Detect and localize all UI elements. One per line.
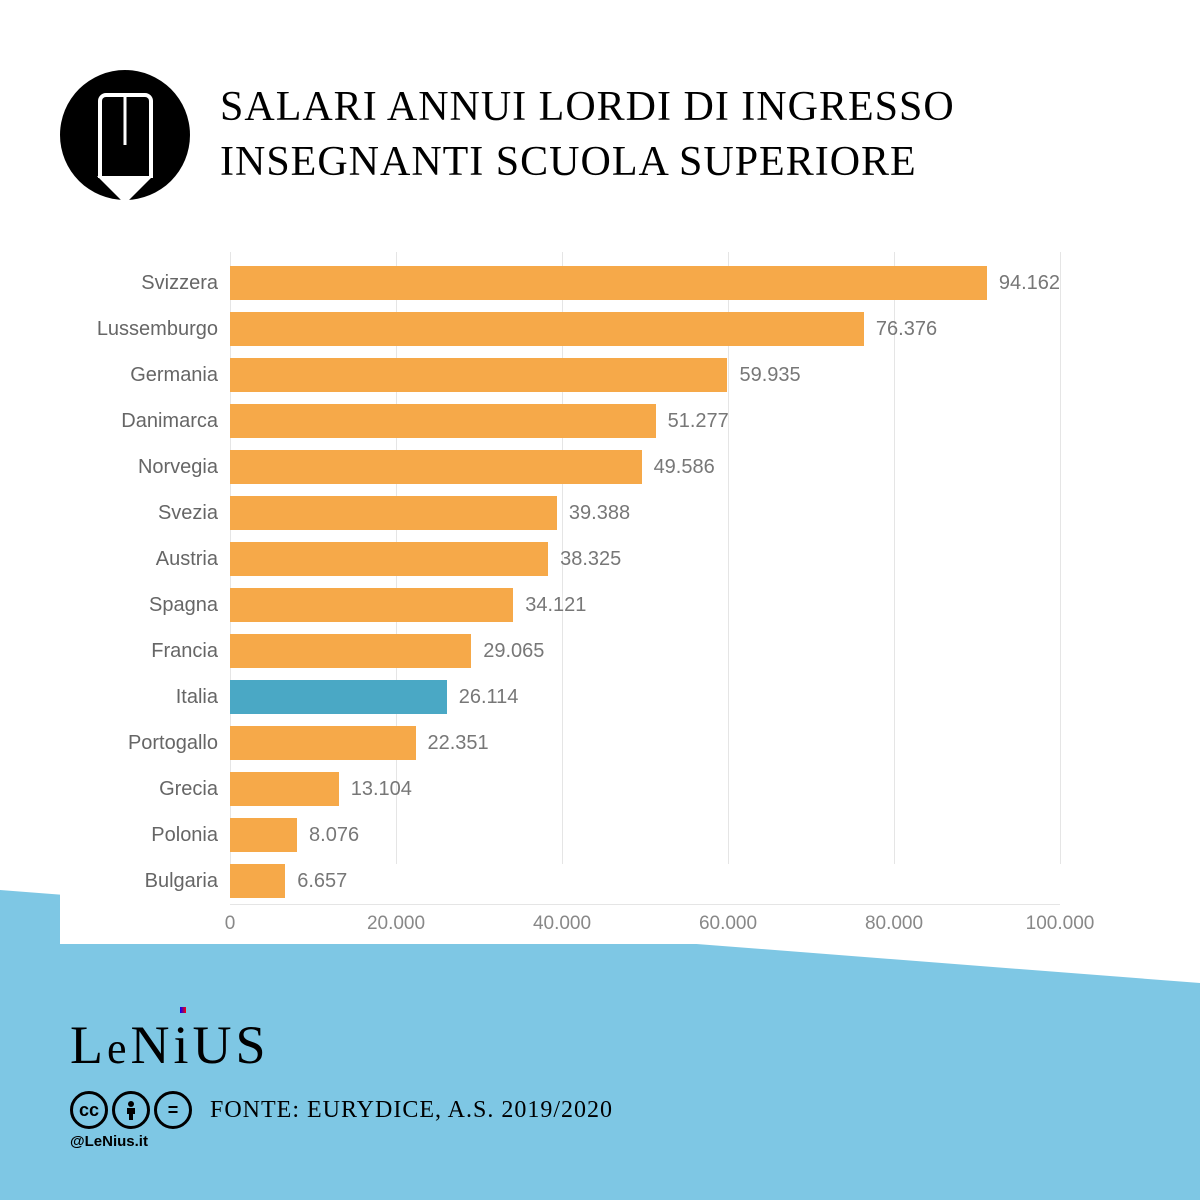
bar-row: Francia29.065 bbox=[230, 628, 1060, 674]
y-axis-label: Francia bbox=[78, 640, 218, 663]
y-axis-label: Spagna bbox=[78, 594, 218, 617]
y-axis-label: Italia bbox=[78, 686, 218, 709]
bar-row: Bulgaria6.657 bbox=[230, 858, 1060, 904]
bar-row: Danimarca51.277 bbox=[230, 398, 1060, 444]
bar-row: Grecia13.104 bbox=[230, 766, 1060, 812]
bar-value: 51.277 bbox=[668, 410, 729, 433]
by-icon bbox=[112, 1091, 150, 1129]
bar-row: Norvegia49.586 bbox=[230, 444, 1060, 490]
bar bbox=[230, 864, 285, 898]
page-title: SALARI ANNUI LORDI DI INGRESSO INSEGNANT… bbox=[220, 80, 955, 189]
gridline bbox=[1060, 252, 1061, 864]
bar-row: Italia26.114 bbox=[230, 674, 1060, 720]
bar-value: 29.065 bbox=[483, 640, 544, 663]
bar bbox=[230, 496, 557, 530]
x-axis-tick: 20.000 bbox=[367, 913, 425, 935]
y-axis-label: Svizzera bbox=[78, 272, 218, 295]
brand-logo: LeNiUS bbox=[70, 1014, 613, 1076]
bar bbox=[230, 772, 339, 806]
bar-value: 13.104 bbox=[351, 778, 412, 801]
bar-value: 49.586 bbox=[654, 456, 715, 479]
bar-row: Polonia8.076 bbox=[230, 812, 1060, 858]
bar-track: 39.388 bbox=[230, 490, 1060, 536]
y-axis-label: Bulgaria bbox=[78, 870, 218, 893]
x-axis-tick: 40.000 bbox=[533, 913, 591, 935]
bar-track: 26.114 bbox=[230, 674, 1060, 720]
x-axis: 020.00040.00060.00080.000100.000 bbox=[230, 904, 1060, 944]
bar-row: Austria38.325 bbox=[230, 536, 1060, 582]
y-axis-label: Norvegia bbox=[78, 456, 218, 479]
bar-track: 76.376 bbox=[230, 306, 1060, 352]
bar-chart: Svizzera94.162Lussemburgo76.376Germania5… bbox=[60, 240, 1140, 944]
bar-value: 39.388 bbox=[569, 502, 630, 525]
bars-wrapper: Svizzera94.162Lussemburgo76.376Germania5… bbox=[230, 260, 1060, 904]
bar-track: 6.657 bbox=[230, 858, 1060, 904]
bar-track: 8.076 bbox=[230, 812, 1060, 858]
bar-value: 26.114 bbox=[459, 686, 519, 709]
bar-track: 59.935 bbox=[230, 352, 1060, 398]
bar-row: Portogallo22.351 bbox=[230, 720, 1060, 766]
source-text: FONTE: EURYDICE, A.S. 2019/2020 bbox=[210, 1097, 613, 1124]
bar-row: Lussemburgo76.376 bbox=[230, 306, 1060, 352]
bar-track: 34.121 bbox=[230, 582, 1060, 628]
bar bbox=[230, 266, 987, 300]
y-axis-label: Grecia bbox=[78, 778, 218, 801]
bar-track: 38.325 bbox=[230, 536, 1060, 582]
x-axis-tick: 100.000 bbox=[1026, 913, 1095, 935]
pencil-logo bbox=[60, 70, 190, 200]
bar-track: 51.277 bbox=[230, 398, 1060, 444]
cc-license-icons: cc = bbox=[70, 1091, 192, 1129]
bar bbox=[230, 450, 642, 484]
y-axis-label: Austria bbox=[78, 548, 218, 571]
bar bbox=[230, 404, 656, 438]
social-handle: @LeNius.it bbox=[70, 1133, 613, 1150]
bar-value: 76.376 bbox=[876, 318, 937, 341]
bar-value: 8.076 bbox=[309, 824, 359, 847]
bar bbox=[230, 726, 416, 760]
y-axis-label: Portogallo bbox=[78, 732, 218, 755]
bar-value: 59.935 bbox=[739, 364, 800, 387]
bar bbox=[230, 358, 727, 392]
bar bbox=[230, 312, 864, 346]
cc-icon: cc bbox=[70, 1091, 108, 1129]
title-line-2: INSEGNANTI SCUOLA SUPERIORE bbox=[220, 139, 917, 185]
bar-track: 13.104 bbox=[230, 766, 1060, 812]
bar-row: Svizzera94.162 bbox=[230, 260, 1060, 306]
bar-value: 94.162 bbox=[999, 272, 1060, 295]
y-axis-label: Lussemburgo bbox=[78, 318, 218, 341]
bar-row: Germania59.935 bbox=[230, 352, 1060, 398]
bar-value: 38.325 bbox=[560, 548, 621, 571]
bar-track: 94.162 bbox=[230, 260, 1060, 306]
x-axis-tick: 80.000 bbox=[865, 913, 923, 935]
x-axis-tick: 0 bbox=[225, 913, 236, 935]
bar-track: 29.065 bbox=[230, 628, 1060, 674]
bar-value: 6.657 bbox=[297, 870, 347, 893]
bar bbox=[230, 680, 447, 714]
header: SALARI ANNUI LORDI DI INGRESSO INSEGNANT… bbox=[60, 70, 1140, 200]
title-line-1: SALARI ANNUI LORDI DI INGRESSO bbox=[220, 84, 955, 130]
bar-value: 22.351 bbox=[428, 732, 489, 755]
pencil-icon bbox=[98, 93, 153, 178]
y-axis-label: Germania bbox=[78, 364, 218, 387]
bar bbox=[230, 818, 297, 852]
y-axis-label: Svezia bbox=[78, 502, 218, 525]
bar-row: Spagna34.121 bbox=[230, 582, 1060, 628]
bar-track: 22.351 bbox=[230, 720, 1060, 766]
bar bbox=[230, 588, 513, 622]
bar bbox=[230, 542, 548, 576]
footer: LeNiUS cc = FONTE: EURYDICE, A.S. 2019/2… bbox=[70, 1014, 613, 1150]
y-axis-label: Polonia bbox=[78, 824, 218, 847]
nd-icon: = bbox=[154, 1091, 192, 1129]
x-axis-tick: 60.000 bbox=[699, 913, 757, 935]
y-axis-label: Danimarca bbox=[78, 410, 218, 433]
bar-value: 34.121 bbox=[525, 594, 586, 617]
bar-track: 49.586 bbox=[230, 444, 1060, 490]
bar bbox=[230, 634, 471, 668]
bar-row: Svezia39.388 bbox=[230, 490, 1060, 536]
